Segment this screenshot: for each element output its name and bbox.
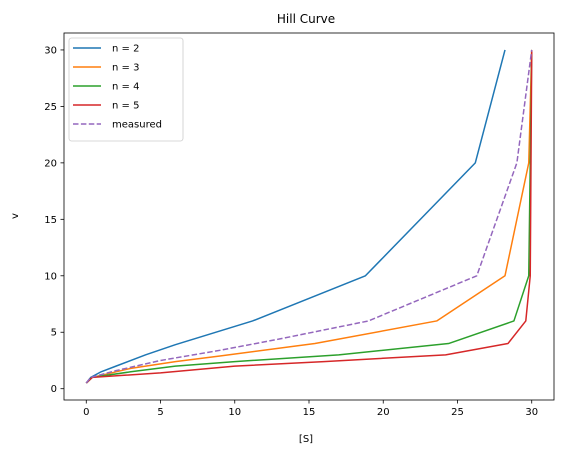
plot-area [85, 49, 533, 384]
legend-label: n = 5 [112, 101, 139, 112]
series-line-2 [85, 49, 533, 384]
x-tick-label: 30 [525, 407, 538, 418]
y-tick-label: 0 [51, 384, 57, 395]
y-tick-label: 15 [44, 215, 57, 226]
y-tick-label: 25 [44, 102, 57, 113]
series-line-4 [85, 49, 533, 384]
x-axis: 0 5 10 15 20 25 30 [83, 400, 538, 418]
y-tick-label: 5 [51, 328, 57, 339]
x-tick-label: 20 [377, 407, 390, 418]
y-axis: 0 5 10 15 20 25 30 [44, 45, 64, 395]
x-tick-label: 15 [303, 407, 316, 418]
series-line-0 [85, 49, 506, 384]
y-tick-label: 10 [44, 271, 57, 282]
x-axis-label: [S] [299, 434, 313, 445]
legend-label: n = 4 [112, 82, 139, 93]
x-tick-label: 10 [228, 407, 241, 418]
y-tick-label: 20 [44, 158, 57, 169]
legend-label: measured [112, 120, 162, 131]
x-tick-label: 5 [157, 407, 163, 418]
x-tick-label: 25 [451, 407, 464, 418]
series-line-3 [85, 49, 533, 384]
series-line-1 [85, 49, 533, 384]
chart-title: Hill Curve [277, 12, 335, 26]
y-tick-label: 30 [44, 45, 57, 56]
legend-box [68, 37, 184, 142]
x-tick-label: 0 [83, 407, 89, 418]
legend-label: n = 2 [112, 44, 139, 55]
legend-label: n = 3 [112, 63, 139, 74]
legend: n = 2 n = 3 n = 4 n = 5 measured [68, 37, 184, 142]
y-axis-label: v [10, 213, 21, 219]
